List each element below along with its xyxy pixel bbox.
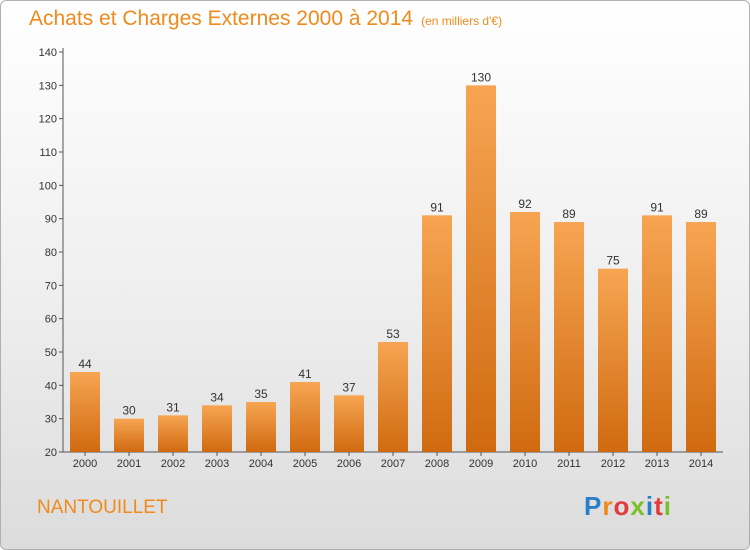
x-tick-label: 2007 <box>381 458 405 470</box>
bar-value-label: 130 <box>471 70 491 84</box>
chart-title-text: Achats et Charges Externes 2000 à 2014 <box>29 7 414 30</box>
logo-letter: o <box>613 491 631 521</box>
x-tick-label: 2001 <box>117 458 141 470</box>
y-tick-label: 70 <box>45 280 57 292</box>
x-tick-label: 2004 <box>249 458 273 470</box>
bar-2014 <box>686 222 716 452</box>
x-tick-label: 2008 <box>425 458 449 470</box>
x-tick-label: 2011 <box>557 458 581 470</box>
bar-2001 <box>114 418 144 452</box>
logo-letter: r <box>602 491 614 521</box>
logo-letter: i <box>645 491 655 521</box>
y-tick-label: 30 <box>45 414 57 426</box>
bar-2005 <box>290 382 320 452</box>
logo-letter: x <box>630 491 646 521</box>
bar-2003 <box>202 405 232 452</box>
bar-2008 <box>422 215 452 452</box>
y-tick-label: 20 <box>45 447 57 459</box>
y-tick-label: 50 <box>45 347 57 359</box>
x-tick-label: 2000 <box>73 458 97 470</box>
y-tick-label: 140 <box>39 47 57 59</box>
y-tick-label: 60 <box>45 314 57 326</box>
bar-2013 <box>642 215 672 452</box>
x-tick-label: 2010 <box>513 458 537 470</box>
x-tick-label: 2013 <box>645 458 669 470</box>
x-tick-label: 2002 <box>161 458 185 470</box>
bar-value-label: 31 <box>166 400 180 414</box>
bar-value-label: 89 <box>562 207 576 221</box>
bar-value-label: 91 <box>430 200 444 214</box>
bar-2007 <box>378 342 408 452</box>
chart-title: Achats et Charges Externes 2000 à 2014 (e… <box>29 7 502 31</box>
proxiti-logo: Proxiti <box>584 491 672 522</box>
commune-name: NANTOUILLET <box>37 497 168 518</box>
y-tick-label: 80 <box>45 247 57 259</box>
y-tick-label: 110 <box>39 147 57 159</box>
bar-value-label: 35 <box>254 387 268 401</box>
logo-letter: t <box>654 491 664 521</box>
bars: 44 2000 30 2001 31 2002 34 2003 35 2004 41 2005 37 20… <box>70 70 716 470</box>
logo-letter: i <box>663 491 672 521</box>
bar-2011 <box>554 222 584 452</box>
x-tick-label: 2005 <box>293 458 317 470</box>
x-tick-label: 2009 <box>469 458 493 470</box>
bar-2002 <box>158 415 188 452</box>
y-tick-label: 100 <box>39 180 57 192</box>
bar-2009 <box>466 85 496 452</box>
logo-letter: P <box>584 491 603 521</box>
x-tick-label: 2014 <box>689 458 713 470</box>
x-tick-label: 2012 <box>601 458 625 470</box>
x-tick-label: 2003 <box>205 458 229 470</box>
bar-2010 <box>510 212 540 452</box>
bar-2004 <box>246 402 276 452</box>
y-tick-label: 130 <box>39 80 57 92</box>
bar-value-label: 91 <box>650 200 664 214</box>
y-tick-label: 90 <box>45 214 57 226</box>
bar-value-label: 30 <box>122 404 136 418</box>
bar-value-label: 53 <box>386 327 400 341</box>
bar-value-label: 75 <box>606 254 620 268</box>
bar-value-label: 34 <box>210 390 224 404</box>
bar-2012 <box>598 268 628 452</box>
bar-2006 <box>334 395 364 452</box>
bar-value-label: 41 <box>298 367 312 381</box>
x-tick-label: 2006 <box>337 458 361 470</box>
bar-value-label: 92 <box>518 197 532 211</box>
bar-2000 <box>70 372 100 452</box>
y-tick-label: 120 <box>39 114 57 126</box>
bar-value-label: 89 <box>694 207 708 221</box>
chart-unit: (en milliers d'€) <box>421 14 503 28</box>
bar-value-label: 37 <box>342 380 356 394</box>
y-tick-label: 40 <box>45 380 57 392</box>
bar-value-label: 44 <box>78 357 92 371</box>
